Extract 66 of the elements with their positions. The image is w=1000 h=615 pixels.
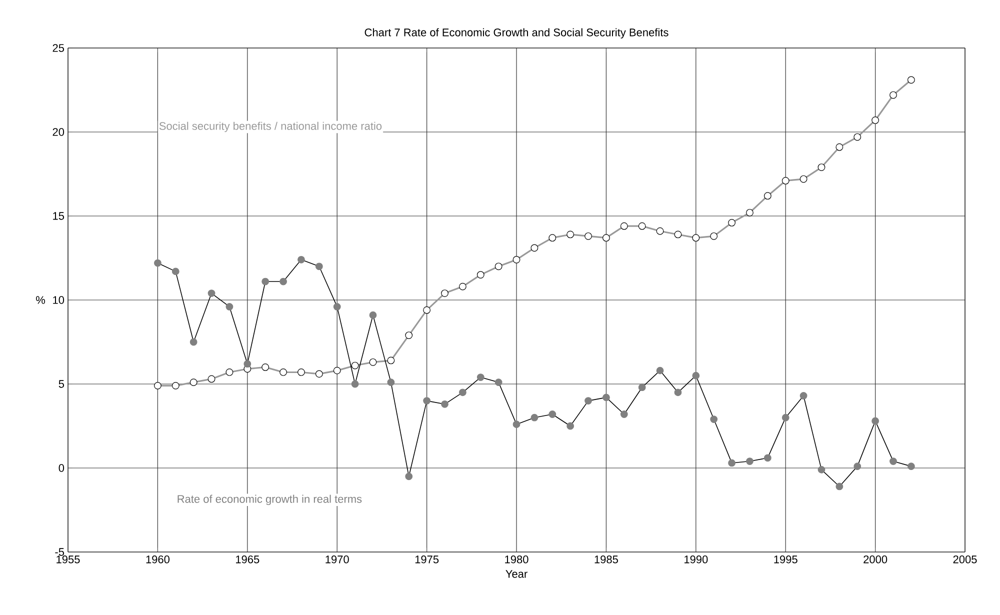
point xyxy=(584,397,592,404)
point xyxy=(548,410,556,418)
point xyxy=(369,311,377,319)
point xyxy=(674,388,682,396)
point xyxy=(405,472,413,480)
point xyxy=(638,384,646,392)
point xyxy=(280,278,287,286)
point xyxy=(208,290,216,297)
x-tick-label: 1975 xyxy=(415,556,439,564)
x-tick-label: 1965 xyxy=(236,556,260,564)
y-axis-title: % xyxy=(36,296,46,304)
x-tick-label: 2005 xyxy=(953,556,977,564)
point xyxy=(692,372,700,380)
point xyxy=(890,458,897,465)
point xyxy=(315,262,323,270)
point xyxy=(458,388,466,396)
x-axis-title: Year xyxy=(506,570,528,578)
y-tick-label: 25 xyxy=(52,44,64,52)
x-tick-label: 1990 xyxy=(684,556,708,564)
point xyxy=(154,259,162,267)
point xyxy=(512,420,520,428)
text: Rate of economic growth in real terms xyxy=(178,494,362,506)
point xyxy=(441,400,448,408)
x-tick-label: 1960 xyxy=(146,556,170,564)
point xyxy=(476,374,484,381)
point xyxy=(746,458,754,465)
x-tick-label: 1995 xyxy=(774,556,798,564)
x-tick-label: 2000 xyxy=(864,556,888,564)
point xyxy=(262,278,270,286)
y-tick-label: 10 xyxy=(53,296,64,304)
point xyxy=(782,414,790,422)
point xyxy=(818,466,826,474)
y-tick-label: 15 xyxy=(53,212,64,220)
x-tick-label: 1980 xyxy=(505,556,528,564)
point xyxy=(226,303,234,310)
text: Social security benefits / national income ratio xyxy=(159,122,382,132)
x-tick-label: 1985 xyxy=(594,556,618,564)
point xyxy=(566,422,574,430)
point xyxy=(764,454,772,462)
point xyxy=(836,482,844,490)
point xyxy=(656,366,664,374)
point xyxy=(602,394,610,402)
point xyxy=(800,392,808,400)
chart-title: Chart 7 Rate of Economic Growth and Social Security Benefits xyxy=(364,28,668,38)
point xyxy=(333,303,341,310)
point xyxy=(298,256,305,264)
point xyxy=(710,416,718,423)
point xyxy=(172,268,180,276)
point xyxy=(530,414,538,422)
point xyxy=(728,459,736,467)
point xyxy=(190,338,198,346)
x-tick-label: 1955 xyxy=(56,556,80,564)
point xyxy=(423,397,431,404)
point xyxy=(620,410,628,418)
y-tick-label: 0 xyxy=(58,464,64,472)
y-tick-label: -5 xyxy=(55,548,64,556)
point xyxy=(854,462,862,470)
point xyxy=(907,462,915,470)
point xyxy=(387,378,395,386)
point xyxy=(244,360,252,368)
point xyxy=(494,378,502,386)
point xyxy=(351,380,359,388)
y-tick-label: 5 xyxy=(58,380,64,388)
point xyxy=(872,417,880,425)
y-tick-label: 20 xyxy=(52,128,64,136)
x-tick-label: 1970 xyxy=(326,556,349,564)
